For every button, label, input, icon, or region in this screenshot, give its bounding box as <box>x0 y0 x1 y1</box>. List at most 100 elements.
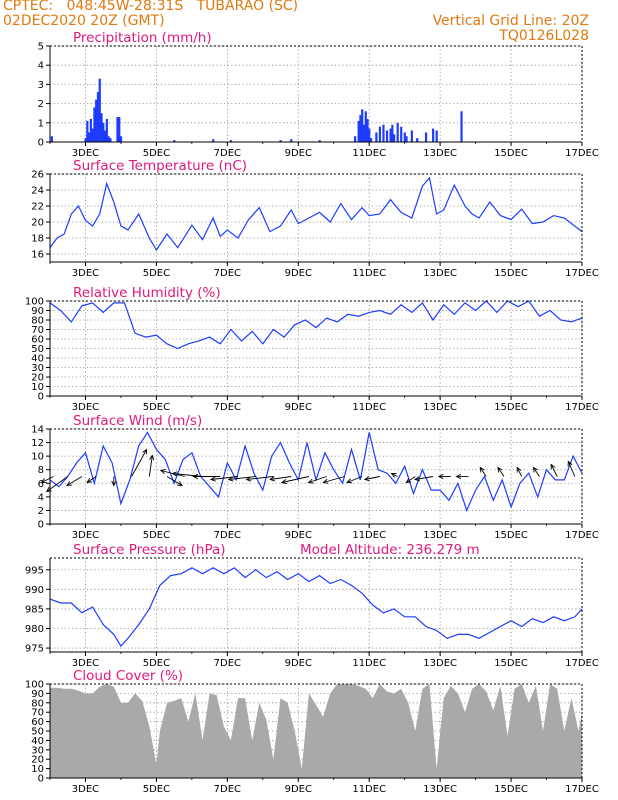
pres-title: Surface Pressure (hPa) <box>73 542 226 558</box>
wind-wind-arrow <box>364 476 380 480</box>
temp-xtick-label: 11DEC <box>352 268 386 279</box>
precip-bar <box>84 138 87 142</box>
precip-bar <box>400 126 403 142</box>
precip-bar <box>369 138 373 142</box>
precip-bar <box>361 109 364 142</box>
wind-wind-arrowhead <box>479 466 485 473</box>
wind-wind-arrow <box>66 476 83 486</box>
rh-ytick-label: 0 <box>38 392 44 403</box>
precip-bar <box>105 118 108 142</box>
precip-panel: 0 1 2 3 4 5 3DEC 5DEC 7DEC 9DEC 11DEC 13DEC 15DEC 17D… <box>38 30 599 159</box>
wind-wind-arrowhead <box>40 478 47 483</box>
temp-xtick-label: 13DEC <box>423 268 457 279</box>
pres-xtick-label: 13DEC <box>423 658 457 669</box>
cloud-ytick-label: 60 <box>31 717 44 728</box>
precip-xtick-label: 15DEC <box>494 148 528 159</box>
precip-bar <box>410 130 413 142</box>
rh-xtick-label: 13DEC <box>423 402 457 413</box>
wind-xtick-label: 9DEC <box>285 530 312 541</box>
cloud-ytick-label: 70 <box>31 708 44 719</box>
precip-xtick-label: 9DEC <box>285 148 312 159</box>
precip-bar <box>279 140 282 142</box>
precip-bar <box>460 111 463 142</box>
wind-wind-arrowhead <box>177 481 183 487</box>
wind-title: Surface Wind (m/s) <box>73 413 202 429</box>
wind-wind-arrow <box>516 467 523 477</box>
precip-bar <box>393 134 396 142</box>
rh-xtick-label: 17DEC <box>565 402 599 413</box>
wind-wind-arrowhead <box>280 479 287 485</box>
wind-wind-arrowhead <box>516 466 522 473</box>
wind-wind-arrowhead <box>227 476 234 482</box>
pres-ytick-label: 985 <box>25 604 44 615</box>
precip-bar <box>432 128 435 142</box>
temp-title: Surface Temperature (nC) <box>73 158 247 174</box>
precip-bar <box>396 122 399 142</box>
wind-xtick-label: 11DEC <box>352 530 386 541</box>
rh-ytick-label: 60 <box>31 335 44 346</box>
cloud-ytick-label: 40 <box>31 736 44 747</box>
precip-bar <box>116 117 119 142</box>
model-code-label: TQ0126L028 <box>499 28 589 44</box>
wind-wind-arrowhead <box>346 478 353 484</box>
precip-bar <box>416 138 419 142</box>
precip-xtick-label: 17DEC <box>565 148 599 159</box>
rh-xtick-label: 11DEC <box>352 402 386 413</box>
station-header: CPTEC: 048:45W-28:31S TUBARAO (SC) <box>3 0 299 14</box>
wind-wind-arrow <box>323 476 345 483</box>
cloud-title: Cloud Cover (%) <box>73 668 183 684</box>
precip-bar <box>368 128 371 142</box>
precip-bar <box>89 118 92 142</box>
wind-wind-arrow <box>148 455 153 477</box>
precip-bar <box>385 130 389 142</box>
precip-xtick-label: 3DEC <box>72 148 99 159</box>
wind-ytick-label: 4 <box>38 492 44 503</box>
precip-bar <box>362 124 366 142</box>
wind-wind-arrow <box>131 449 147 477</box>
precip-bar <box>173 140 176 142</box>
rh-ytick-label: 90 <box>31 306 44 317</box>
wind-panel: 0 2 4 6 8 10 12 14 3DEC 5DEC 7DEC 9DEC 11DEC 13DEC 15D… <box>31 413 599 541</box>
precip-bar <box>212 139 215 142</box>
precip-bar <box>357 120 360 142</box>
wind-wind-arrowhead <box>567 460 573 467</box>
wind-wind-arrowhead <box>192 473 198 480</box>
cloud-ytick-label: 20 <box>31 755 44 766</box>
precip-bar <box>95 99 98 142</box>
cloud-ytick-label: 0 <box>38 774 44 785</box>
wind-wind-arrow <box>281 476 310 483</box>
pres-xtick-label: 11DEC <box>352 658 386 669</box>
precip-bar <box>88 132 91 142</box>
cloud-xtick-label: 3DEC <box>72 784 99 795</box>
pres-xtick-label: 5DEC <box>143 658 170 669</box>
wind-ytick-label: 10 <box>31 452 44 463</box>
rh-ytick-label: 20 <box>31 373 44 384</box>
precip-bar <box>50 136 53 142</box>
precip-bar <box>389 128 392 142</box>
wind-wind-arrowhead <box>550 463 556 470</box>
wind-wind-arrow <box>41 476 54 483</box>
precip-bar <box>391 124 394 142</box>
wind-ytick-label: 14 <box>31 425 44 436</box>
wind-wind-arrow <box>228 476 256 480</box>
wind-wind-arrow <box>391 473 398 477</box>
precip-bar <box>378 126 382 142</box>
precip-ytick-label: 2 <box>38 99 44 110</box>
temp-ytick-label: 24 <box>31 186 44 197</box>
wind-wind-arrow <box>479 467 487 477</box>
cloud-ytick-label: 90 <box>31 689 44 700</box>
precip-bar <box>96 92 100 142</box>
precip-title: Precipitation (mm/h) <box>73 30 212 46</box>
wind-wind-arrowhead <box>390 473 397 478</box>
cloud-ytick-label: 100 <box>25 680 44 691</box>
wind-wind-arrowhead <box>86 477 93 484</box>
temp-ytick-label: 16 <box>31 250 44 261</box>
temp-xtick-label: 9DEC <box>285 268 312 279</box>
precip-bar <box>91 128 94 142</box>
wind-wind-arrow <box>86 476 97 483</box>
wind-wind-arrow <box>246 476 274 480</box>
wind-wind-arrow <box>567 461 576 477</box>
precip-bar <box>403 132 406 142</box>
wind-wind-arrow <box>550 464 558 477</box>
